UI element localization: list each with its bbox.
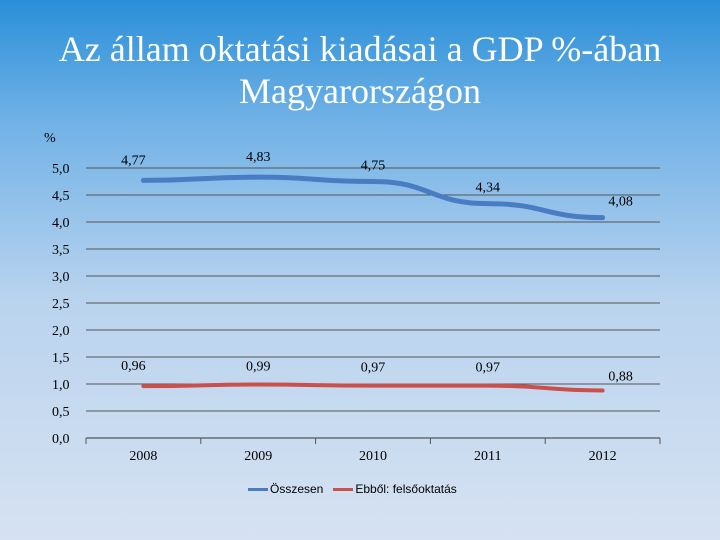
legend: Összesen Ebből: felsőoktatás (248, 482, 457, 496)
legend-item-total: Összesen (248, 482, 323, 496)
chart-title-line1: Az állam oktatási kiadásai a GDP %-ában (58, 29, 662, 69)
data-label: 0,96 (121, 359, 146, 374)
series-line (141, 382, 605, 393)
data-label: 4,83 (246, 150, 271, 165)
y-tick-label: 1,0 (52, 378, 70, 393)
legend-swatch-total (248, 487, 268, 491)
x-tick-label: 2010 (359, 449, 387, 464)
chart-title: Az állam oktatási kiadásai a GDP %-ában … (0, 28, 720, 112)
x-tick-label: 2012 (589, 449, 617, 464)
chart-title-line2: Magyarországon (239, 71, 481, 111)
y-tick-label: 0,5 (52, 405, 70, 420)
x-tick-label: 2011 (474, 449, 501, 464)
data-label: 4,34 (476, 181, 501, 196)
gridlines (86, 167, 660, 439)
data-label: 0,99 (246, 360, 271, 375)
data-label: 0,97 (361, 361, 386, 376)
y-tick-label: 0,0 (52, 432, 70, 447)
y-tick-label: 4,0 (52, 216, 70, 231)
data-label: 0,88 (608, 369, 633, 384)
y-tick-label: 5,0 (52, 162, 70, 177)
x-tick-label: 2008 (129, 449, 157, 464)
y-tick-label: 2,5 (52, 297, 70, 312)
x-tick-label: 2009 (244, 449, 272, 464)
data-label: 4,77 (121, 153, 146, 168)
y-axis-label: % (44, 131, 56, 146)
y-tick-labels: 0,0 0,5 1,0 1,5 2,0 2,5 3,0 3,5 4,0 4,5 5,0 (52, 162, 70, 447)
legend-label-total: Összesen (270, 482, 324, 496)
series-line (140, 174, 606, 221)
y-tick-label: 3,5 (52, 243, 70, 258)
data-label: 4,08 (608, 195, 633, 210)
data-labels: 4,77 4,83 4,75 4,34 4,08 0,96 0,99 0,97 0,97 0,88 (121, 150, 633, 384)
y-tick-label: 4,5 (52, 189, 70, 204)
x-tick-labels: 2008 2009 2010 2011 2012 (85, 438, 661, 464)
data-label: 4,75 (361, 159, 386, 174)
y-tick-label: 3,0 (52, 270, 70, 285)
legend-item-higher: Ebből: felsőoktatás (333, 482, 457, 496)
data-label: 0,97 (476, 361, 501, 376)
legend-swatch-higher (333, 487, 354, 491)
legend-label-higher: Ebből: felsőoktatás (355, 482, 457, 496)
y-tick-label: 2,0 (52, 324, 70, 339)
y-tick-label: 1,5 (52, 351, 70, 366)
series-lines (140, 174, 606, 393)
